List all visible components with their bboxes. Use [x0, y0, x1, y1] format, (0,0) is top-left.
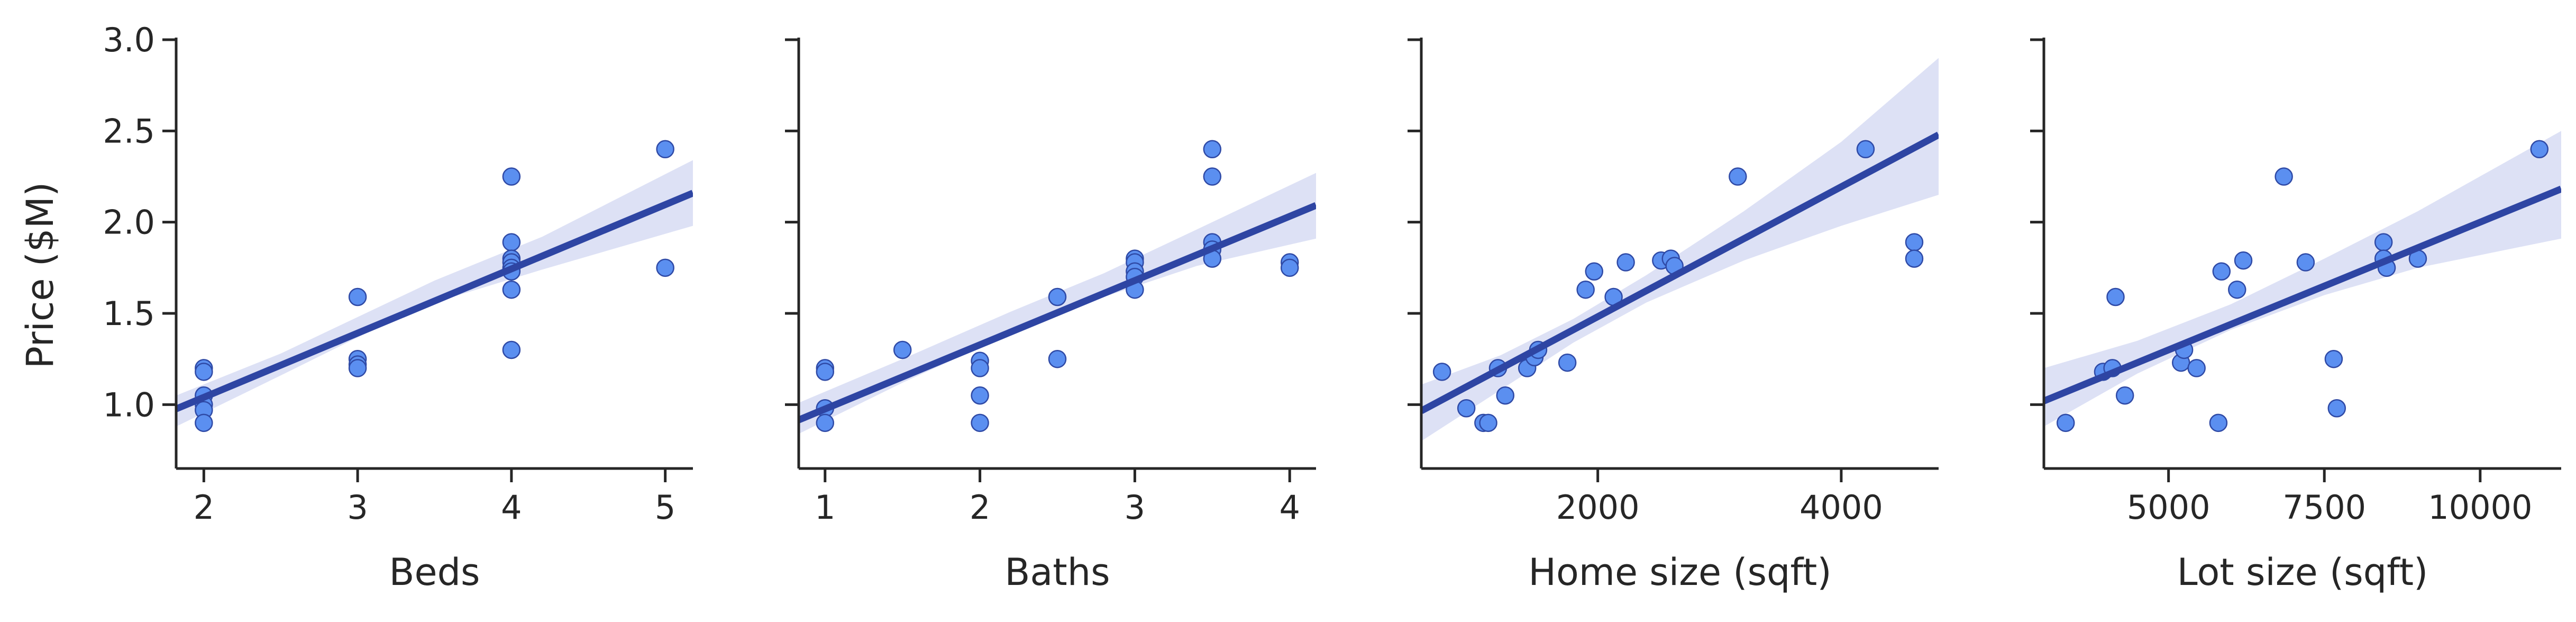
data-point	[2209, 413, 2228, 432]
data-point	[1203, 140, 1222, 159]
y-tick-label: 1.5	[103, 294, 155, 333]
data-point	[1048, 287, 1067, 307]
confidence-band	[2044, 131, 2561, 427]
data-point	[1905, 249, 1924, 268]
data-point	[2106, 287, 2125, 307]
x-tick-label: 4	[501, 488, 522, 527]
data-point	[1856, 140, 1875, 159]
y-tick-label: 1.0	[103, 385, 155, 424]
data-point	[1432, 363, 1451, 381]
data-point	[2324, 349, 2343, 368]
data-point	[2374, 233, 2393, 251]
data-point	[2274, 167, 2293, 186]
panel-1: 1.0 1.5 2.0 2.5 3.0 2 3 4 5 Beds	[103, 21, 693, 594]
data-point	[1479, 413, 1497, 432]
x-axis-label: Home size (sqft)	[1528, 551, 1831, 594]
x-tick-label: 7500	[2282, 488, 2366, 527]
data-point	[1280, 258, 1299, 277]
data-point	[502, 167, 521, 186]
data-point	[816, 413, 835, 432]
data-point	[971, 386, 989, 405]
x-tick-label: 1	[815, 488, 835, 527]
data-point	[1048, 349, 1067, 368]
regression-line	[1421, 131, 1939, 414]
panel-3: 2000 4000 Home size (sqft)	[1408, 38, 1939, 594]
confidence-band	[176, 160, 693, 427]
data-point	[656, 140, 674, 159]
data-point	[971, 359, 989, 377]
data-point	[195, 363, 213, 381]
data-point	[502, 233, 521, 251]
data-point	[1616, 253, 1635, 272]
x-tick-label: 5	[655, 488, 675, 527]
data-point	[2296, 253, 2315, 272]
y-tick-label: 3.0	[103, 21, 155, 59]
x-tick-label: 4	[1279, 488, 1300, 527]
x-tick-label: 2	[970, 488, 990, 527]
data-point	[971, 413, 989, 432]
y-tick-label: 2.5	[103, 112, 155, 150]
data-point	[1457, 399, 1476, 418]
data-point	[893, 340, 912, 359]
data-point	[1576, 280, 1595, 299]
x-tick-label: 2000	[1556, 488, 1640, 527]
x-tick-label: 5000	[2127, 488, 2210, 527]
data-point	[1729, 167, 1747, 186]
x-tick-label: 3	[347, 488, 368, 527]
x-tick-label: 2	[194, 488, 214, 527]
x-tick-label: 4000	[1799, 488, 1883, 527]
data-point	[502, 280, 521, 299]
data-point	[2187, 359, 2206, 377]
y-tick-label: 2.0	[103, 203, 155, 242]
data-point	[1905, 233, 1924, 251]
x-axis-label: Beds	[389, 551, 480, 594]
data-point	[2530, 140, 2549, 159]
data-point	[1203, 167, 1222, 186]
regression-line	[799, 202, 1316, 423]
data-point	[502, 340, 521, 359]
data-point	[2056, 413, 2075, 432]
data-point	[2228, 280, 2246, 299]
x-tick-label: 10000	[2428, 488, 2532, 527]
data-point	[2234, 251, 2253, 270]
panel-2: 1 2 3 4 Baths	[785, 38, 1316, 594]
data-point	[1558, 353, 1577, 372]
x-tick-label: 3	[1125, 488, 1145, 527]
data-point	[1585, 262, 1604, 281]
data-point	[348, 359, 367, 377]
data-point	[2327, 399, 2346, 418]
data-point	[656, 258, 674, 277]
regression-line	[2044, 185, 2561, 404]
regression-line	[176, 190, 693, 412]
data-point	[195, 413, 213, 432]
data-point	[2115, 386, 2134, 405]
y-axis-label: Price ($M)	[19, 182, 62, 369]
x-axis-label: Baths	[1004, 551, 1110, 594]
data-point	[2212, 262, 2231, 281]
data-point	[348, 287, 367, 307]
x-axis-label: Lot size (sqft)	[2177, 551, 2428, 594]
data-point	[1496, 386, 1515, 405]
data-point	[816, 363, 835, 381]
